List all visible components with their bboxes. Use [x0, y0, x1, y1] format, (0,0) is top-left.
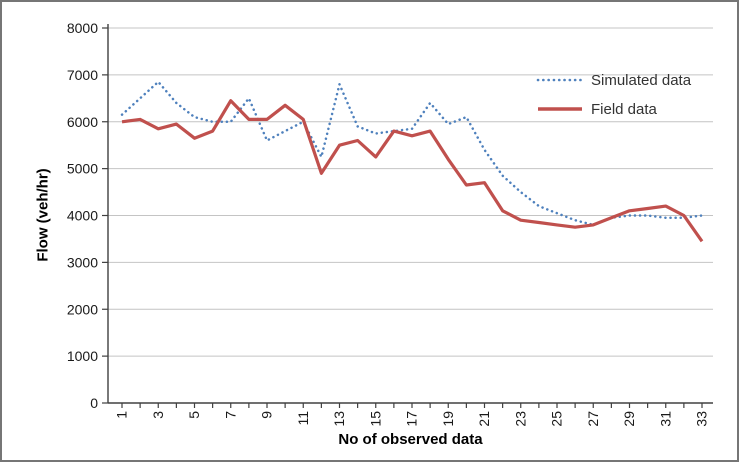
y-tick-label: 6000 — [67, 114, 98, 130]
x-tick-label: 31 — [657, 411, 673, 427]
y-tick-label: 5000 — [67, 161, 98, 177]
x-tick-label: 19 — [440, 411, 456, 427]
x-tick-label: 11 — [295, 411, 311, 426]
x-tick-label: 29 — [621, 411, 637, 427]
field-data-legend-marker-icon — [538, 107, 582, 111]
data-series — [120, 80, 704, 243]
y-tick-label: 7000 — [67, 67, 98, 83]
gridlines — [108, 27, 713, 357]
y-tick-label: 1000 — [67, 348, 98, 364]
x-tick-label: 33 — [694, 411, 710, 427]
y-tick-label: 2000 — [67, 301, 98, 317]
y-tick-label: 4000 — [67, 208, 98, 224]
x-axis-title: No of observed data — [338, 431, 483, 448]
y-tick-label: 0 — [90, 395, 98, 411]
x-tick-label: 25 — [549, 411, 565, 427]
x-tick-label: 7 — [222, 411, 238, 419]
x-tick-label: 23 — [512, 411, 528, 427]
legend-item-simulated-data: Simulated data — [536, 69, 691, 91]
x-tick-label: 17 — [404, 411, 420, 427]
x-tick-label: 27 — [585, 411, 601, 427]
x-tick-label: 21 — [476, 411, 492, 427]
axes — [102, 24, 713, 408]
legend-item-field-data: Field data — [536, 98, 691, 120]
field-data-series — [121, 99, 704, 243]
y-tick-label: 3000 — [67, 254, 98, 270]
x-tick-label: 5 — [186, 411, 202, 419]
legend: Simulated data Field data — [536, 69, 691, 127]
y-tick-label: 8000 — [67, 20, 98, 36]
x-tick-label: 15 — [367, 411, 383, 427]
legend-label-simulated-data: Simulated data — [591, 71, 692, 89]
legend-label-field-data: Field data — [591, 100, 657, 118]
x-tick-label: 9 — [259, 411, 275, 419]
x-tick-label: 1 — [114, 411, 130, 419]
x-tick-label: 13 — [331, 411, 347, 427]
simulated-data-legend-marker-icon — [536, 78, 584, 82]
x-tick-label: 3 — [150, 411, 166, 419]
y-axis-title: Flow (veh/hr) — [34, 168, 52, 262]
